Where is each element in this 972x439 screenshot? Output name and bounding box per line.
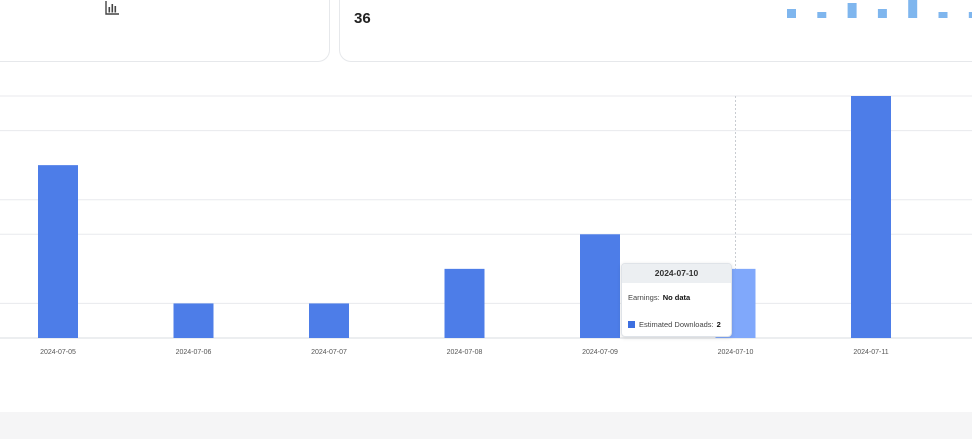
tooltip-earnings-label: Earnings: bbox=[628, 293, 660, 302]
tooltip-downloads-label: Estimated Downloads: bbox=[639, 320, 714, 329]
summary-card-left bbox=[0, 0, 330, 62]
summary-card-right bbox=[339, 0, 972, 62]
bar-2024-07-07[interactable] bbox=[309, 303, 349, 338]
sparkline-bar bbox=[938, 12, 948, 18]
tooltip-earnings-value: No data bbox=[662, 293, 691, 302]
downloads-bar-chart: 2024-07-05 2024-07-06 2024-07-07 2024-07-08… bbox=[0, 95, 972, 356]
bar-2024-07-05[interactable] bbox=[38, 165, 78, 338]
chart-tooltip: 2024-07-10 Earnings: No data Estimated Do… bbox=[621, 263, 732, 337]
x-tick-label: 2024-07-10 bbox=[718, 349, 754, 356]
bar-2024-07-06[interactable] bbox=[173, 303, 214, 338]
sparkline-bar bbox=[877, 9, 887, 18]
stat-value: 36 bbox=[354, 10, 371, 27]
bar-2024-07-11[interactable] bbox=[851, 96, 891, 338]
tooltip-downloads-value: 2 bbox=[716, 320, 721, 329]
x-tick-label: 2024-07-08 bbox=[447, 349, 483, 356]
sparkline-bar bbox=[908, 0, 918, 18]
sparkline-bar bbox=[968, 12, 972, 18]
tooltip-title: 2024-07-10 bbox=[622, 264, 731, 283]
tooltip-earnings-row: Earnings: No data bbox=[628, 293, 690, 302]
sparkline-chart bbox=[787, 0, 972, 18]
sparkline-bar bbox=[817, 12, 827, 18]
x-tick-label: 2024-07-05 bbox=[40, 349, 76, 356]
sparkline-bar bbox=[787, 9, 796, 18]
tooltip-downloads-row: Estimated Downloads: 2 bbox=[628, 320, 721, 329]
x-tick-label: 2024-07-09 bbox=[582, 349, 618, 356]
bar-chart-icon[interactable] bbox=[104, 0, 120, 16]
footer-band bbox=[0, 412, 972, 439]
x-tick-label: 2024-07-07 bbox=[311, 349, 347, 356]
x-tick-label: 2024-07-06 bbox=[176, 349, 212, 356]
sparkline-bar bbox=[847, 3, 857, 18]
x-tick-label: 2024-07-11 bbox=[853, 349, 888, 356]
legend-swatch bbox=[628, 321, 635, 328]
bar-2024-07-09[interactable] bbox=[580, 234, 620, 338]
bar-2024-07-08[interactable] bbox=[444, 268, 485, 338]
